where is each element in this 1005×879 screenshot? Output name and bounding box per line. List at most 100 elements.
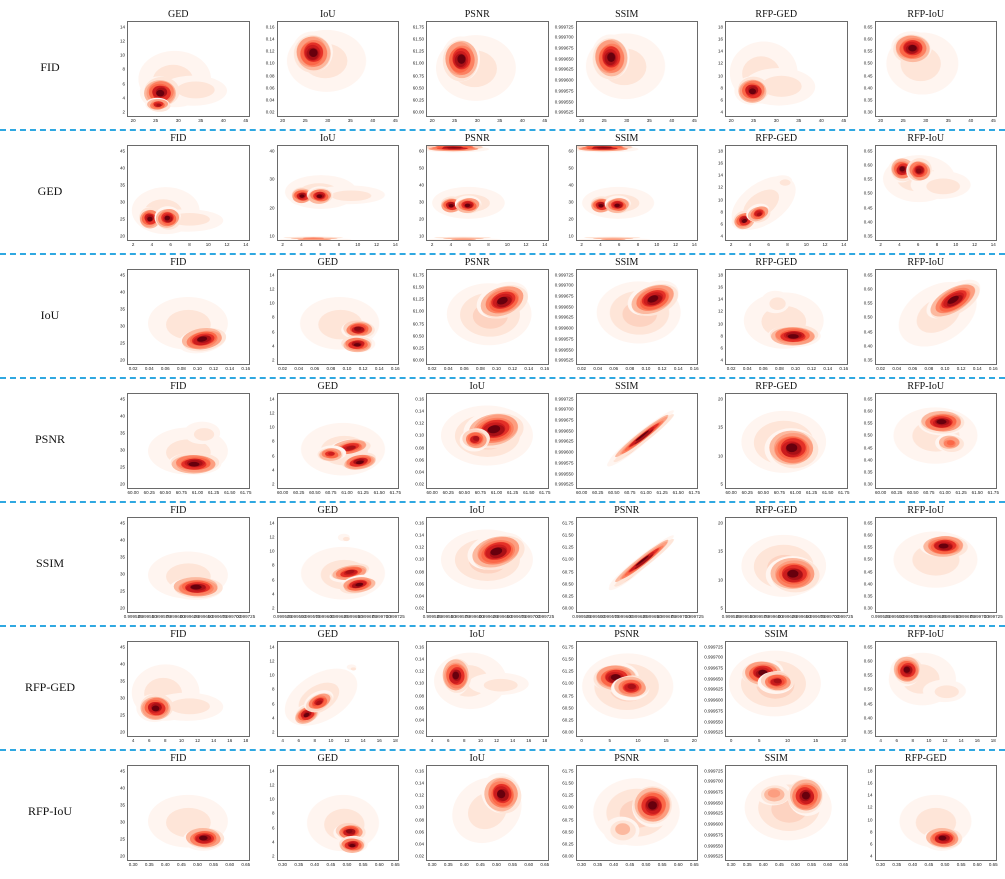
y-tick-label: 0.999550	[704, 719, 723, 725]
y-tick-label: 2	[271, 729, 275, 735]
x-tick-label: 0.06	[459, 366, 469, 371]
y-tick-label: 2	[122, 109, 125, 115]
x-tick-label: 6	[617, 242, 621, 247]
kde-plot: RFP-IoU 0.35 0.40 0.45 0.50 0.55 0.60 0.65 0.02 0…	[855, 256, 998, 374]
y-tick-label: 40	[418, 182, 424, 188]
plot-title: SSIM	[615, 381, 639, 392]
y-tick-label: 20	[119, 233, 125, 239]
kde-canvas	[576, 22, 697, 116]
kde-canvas	[427, 766, 548, 860]
x-tick-label: 60.25	[293, 490, 305, 495]
x-axis-ticks: 0.02 0.04 0.06 0.08 0.10 0.12 0.14 0.16	[576, 365, 698, 374]
plot-title: SSIM	[615, 257, 639, 268]
x-tick-label: 0.999700	[371, 614, 391, 619]
y-tick-label: 25	[119, 836, 125, 842]
x-tick-label: 0.999675	[806, 614, 826, 619]
y-tick-label: 60.25	[562, 717, 574, 723]
x-tick-label: 61.00	[939, 490, 951, 495]
y-tick-label: 60.25	[562, 593, 574, 599]
x-tick-label: 0.04	[294, 366, 304, 371]
x-tick-label: 0.40	[609, 862, 619, 867]
x-tick-label: 0.40	[908, 862, 918, 867]
x-tick-label: 0.08	[177, 366, 186, 371]
kde-canvas	[576, 518, 697, 612]
y-axis-ticks: 0.30 0.35 0.40 0.45 0.50 0.55 0.60 0.65	[855, 21, 875, 117]
plot-box	[127, 269, 250, 365]
y-tick-label: 0.999675	[554, 45, 574, 51]
plot-title: GED	[317, 257, 339, 268]
plot-body: 20 25 30 35 40 45	[107, 145, 250, 241]
x-tick-label: 0.999625	[628, 614, 648, 619]
x-tick-label: 14	[990, 242, 996, 247]
x-tick-label: 0.35	[593, 862, 603, 867]
y-axis-ticks: 20 25 30 35 40 45	[107, 517, 127, 613]
x-tick-label: 0.04	[742, 366, 752, 371]
y-tick-label: 15	[717, 424, 723, 430]
y-axis-ticks: 4 6 8 10 12 14 16 18	[705, 21, 725, 117]
plot-body: 0.30 0.35 0.40 0.45 0.50 0.55 0.60 0.65	[855, 517, 997, 613]
y-tick-label: 12	[269, 410, 275, 416]
x-tick-label: 45	[691, 118, 697, 123]
x-tick-label: 0.02	[726, 366, 736, 371]
y-tick-label: 61.25	[412, 296, 424, 302]
plot-body: 2 4 6 8 10 12 14	[257, 765, 399, 861]
y-axis-ticks: 4 6 8 10 12 14 16 18	[705, 145, 725, 241]
plot-body: 20 25 30 35 40 45	[107, 765, 250, 861]
plot-body: 20 25 30 35 40 45	[107, 269, 250, 365]
x-tick-label: 0.06	[908, 366, 918, 371]
x-axis-ticks: 20 25 30 35 40 45	[277, 117, 400, 126]
kde-canvas	[875, 766, 996, 860]
x-tick-label: 12	[344, 738, 350, 743]
plot-box	[874, 765, 997, 861]
kde-plot: SSIM 0.999525 0.999550 0.999575 0.999600 0.99…	[554, 8, 698, 126]
y-axis-ticks: 10 20 30 40 50 60	[556, 145, 576, 241]
y-axis-ticks: 60.00 60.25 60.50 60.75 61.00 61.25 61.50 61.75	[556, 641, 576, 737]
plot-box	[127, 641, 250, 737]
y-tick-label: 20	[119, 605, 125, 611]
x-tick-label: 40	[968, 118, 974, 123]
figure-row: RFP-IoU FID 20 25 30 35 40 45 0.30 0.35 0.40 0.45 0.…	[0, 752, 1005, 873]
x-tick-label: 0.999525	[572, 614, 592, 619]
x-axis-ticks: 20 25 30 35 40 45	[426, 117, 549, 126]
x-tick-label: 0.55	[508, 862, 518, 867]
x-tick-label: 61.25	[805, 490, 818, 495]
figure-row: PSNR FID 20 25 30 35 40 45 60.00 60.25 60.50 60.75 6…	[0, 380, 1005, 503]
plot-box	[874, 641, 997, 737]
y-tick-label: 0.999725	[704, 768, 723, 774]
x-tick-label: 12	[673, 242, 679, 247]
plot-box	[276, 517, 399, 613]
y-tick-label: 0.45	[863, 569, 873, 575]
kde-canvas	[576, 394, 697, 488]
x-axis-ticks: 20 25 30 35 40 45	[127, 117, 250, 126]
x-tick-label: 10	[654, 242, 660, 247]
x-tick-label: 0.999725	[535, 614, 555, 619]
plot-body: 10 20 30 40 50 60	[556, 145, 698, 241]
plot-body: 10 20 30 40	[257, 145, 399, 241]
plot-body: 4 6 8 10 12 14 16 18	[855, 765, 997, 861]
x-tick-label: 40	[818, 118, 824, 123]
plot-box	[575, 393, 698, 489]
y-tick-label: 0.999700	[704, 778, 723, 784]
y-tick-label: 61.00	[562, 556, 574, 562]
x-tick-label: 0.999575	[899, 614, 919, 619]
plot-body: 0.30 0.35 0.40 0.45 0.50 0.55 0.60 0.65	[855, 21, 997, 117]
x-tick-label: 0.35	[443, 862, 453, 867]
plot-title: PSNR	[614, 629, 640, 640]
x-tick-label: 0.45	[326, 862, 336, 867]
y-tick-label: 0.999625	[704, 686, 723, 692]
y-tick-label: 8	[271, 810, 275, 816]
x-tick-label: 61.75	[688, 490, 700, 495]
x-tick-label: 0.02	[427, 366, 437, 371]
x-axis-ticks: 60.00 60.25 60.50 60.75 61.00 61.25 61.50 61.75	[127, 489, 251, 498]
y-tick-label: 0.999650	[554, 428, 574, 434]
x-tick-label: 4	[430, 738, 434, 743]
kde-plot: FID 20 25 30 35 40 45 60.00 60.25 60.50 60.75 61.00…	[107, 380, 251, 498]
y-tick-label: 50	[568, 165, 574, 171]
y-tick-label: 0.999575	[704, 832, 723, 838]
x-axis-ticks: 0.30 0.35 0.40 0.45 0.50 0.55 0.60 0.65	[127, 861, 250, 870]
y-tick-label: 61.25	[562, 668, 574, 674]
x-tick-label: 16	[376, 738, 382, 743]
y-tick-label: 0.999575	[554, 336, 574, 342]
y-tick-label: 0.65	[863, 644, 873, 650]
plot-body: 10 20 30 40 50 60	[406, 145, 549, 241]
